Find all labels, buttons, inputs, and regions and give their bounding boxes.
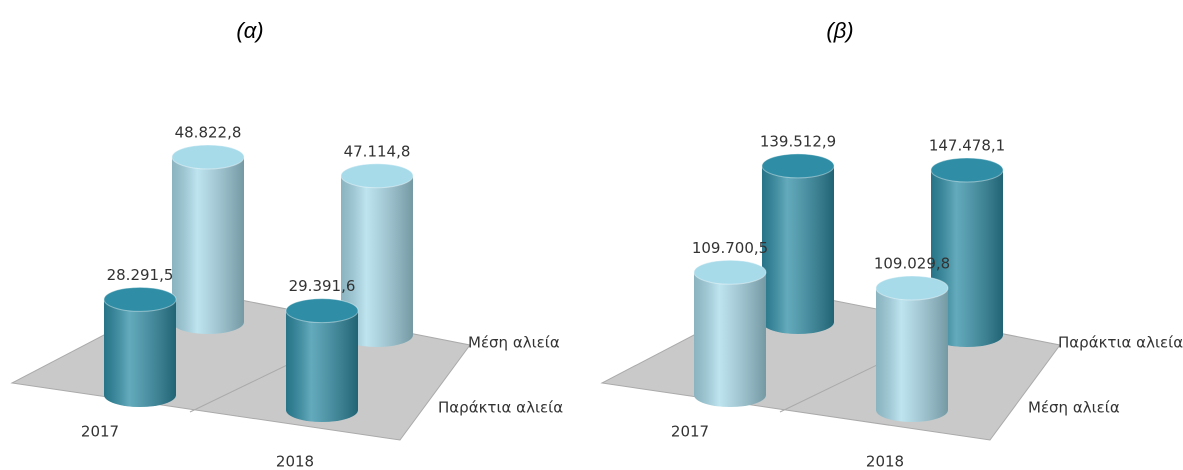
cylinder-top [875, 275, 949, 301]
series-label: Παράκτια αλιεία [438, 399, 563, 417]
cylinder-shade [286, 310, 358, 422]
cylinder-top [340, 163, 414, 189]
value-label: 48.822,8 [175, 124, 242, 142]
x-tick-label: 2017 [81, 423, 119, 441]
cylinder-shade [762, 165, 834, 334]
cylinder-top [103, 286, 177, 312]
series-label: Μέση αλιεία [1028, 399, 1120, 417]
x-tick-label: 2018 [866, 453, 904, 470]
cylinder-shade [931, 170, 1003, 347]
cylinder-shade [876, 288, 948, 422]
chart-title: (β) [826, 18, 853, 43]
value-label: 109.029,8 [874, 255, 950, 273]
value-label: 28.291,5 [107, 266, 174, 284]
value-label: 139.512,9 [760, 132, 836, 150]
cylinder-shade [694, 272, 766, 407]
cylinder-shade [104, 299, 176, 407]
cylinder-top [285, 298, 359, 324]
cylinder-top [171, 144, 245, 170]
series-label: Παράκτια αλιεία [1058, 334, 1183, 352]
value-label: 29.391,6 [289, 277, 356, 295]
x-tick-label: 2018 [276, 453, 314, 470]
cylinder-top [930, 157, 1004, 183]
value-label: 147.478,1 [929, 137, 1005, 155]
value-label: 47.114,8 [344, 142, 411, 160]
value-label: 109.700,5 [692, 239, 768, 257]
series-label: Μέση αλιεία [468, 334, 560, 352]
cylinder-top [761, 153, 835, 179]
chart-title: (α) [236, 18, 263, 43]
cylinder-top [693, 259, 767, 285]
cylinder-shade [172, 157, 244, 334]
x-tick-label: 2017 [671, 423, 709, 441]
cylinder-shade [341, 175, 413, 347]
